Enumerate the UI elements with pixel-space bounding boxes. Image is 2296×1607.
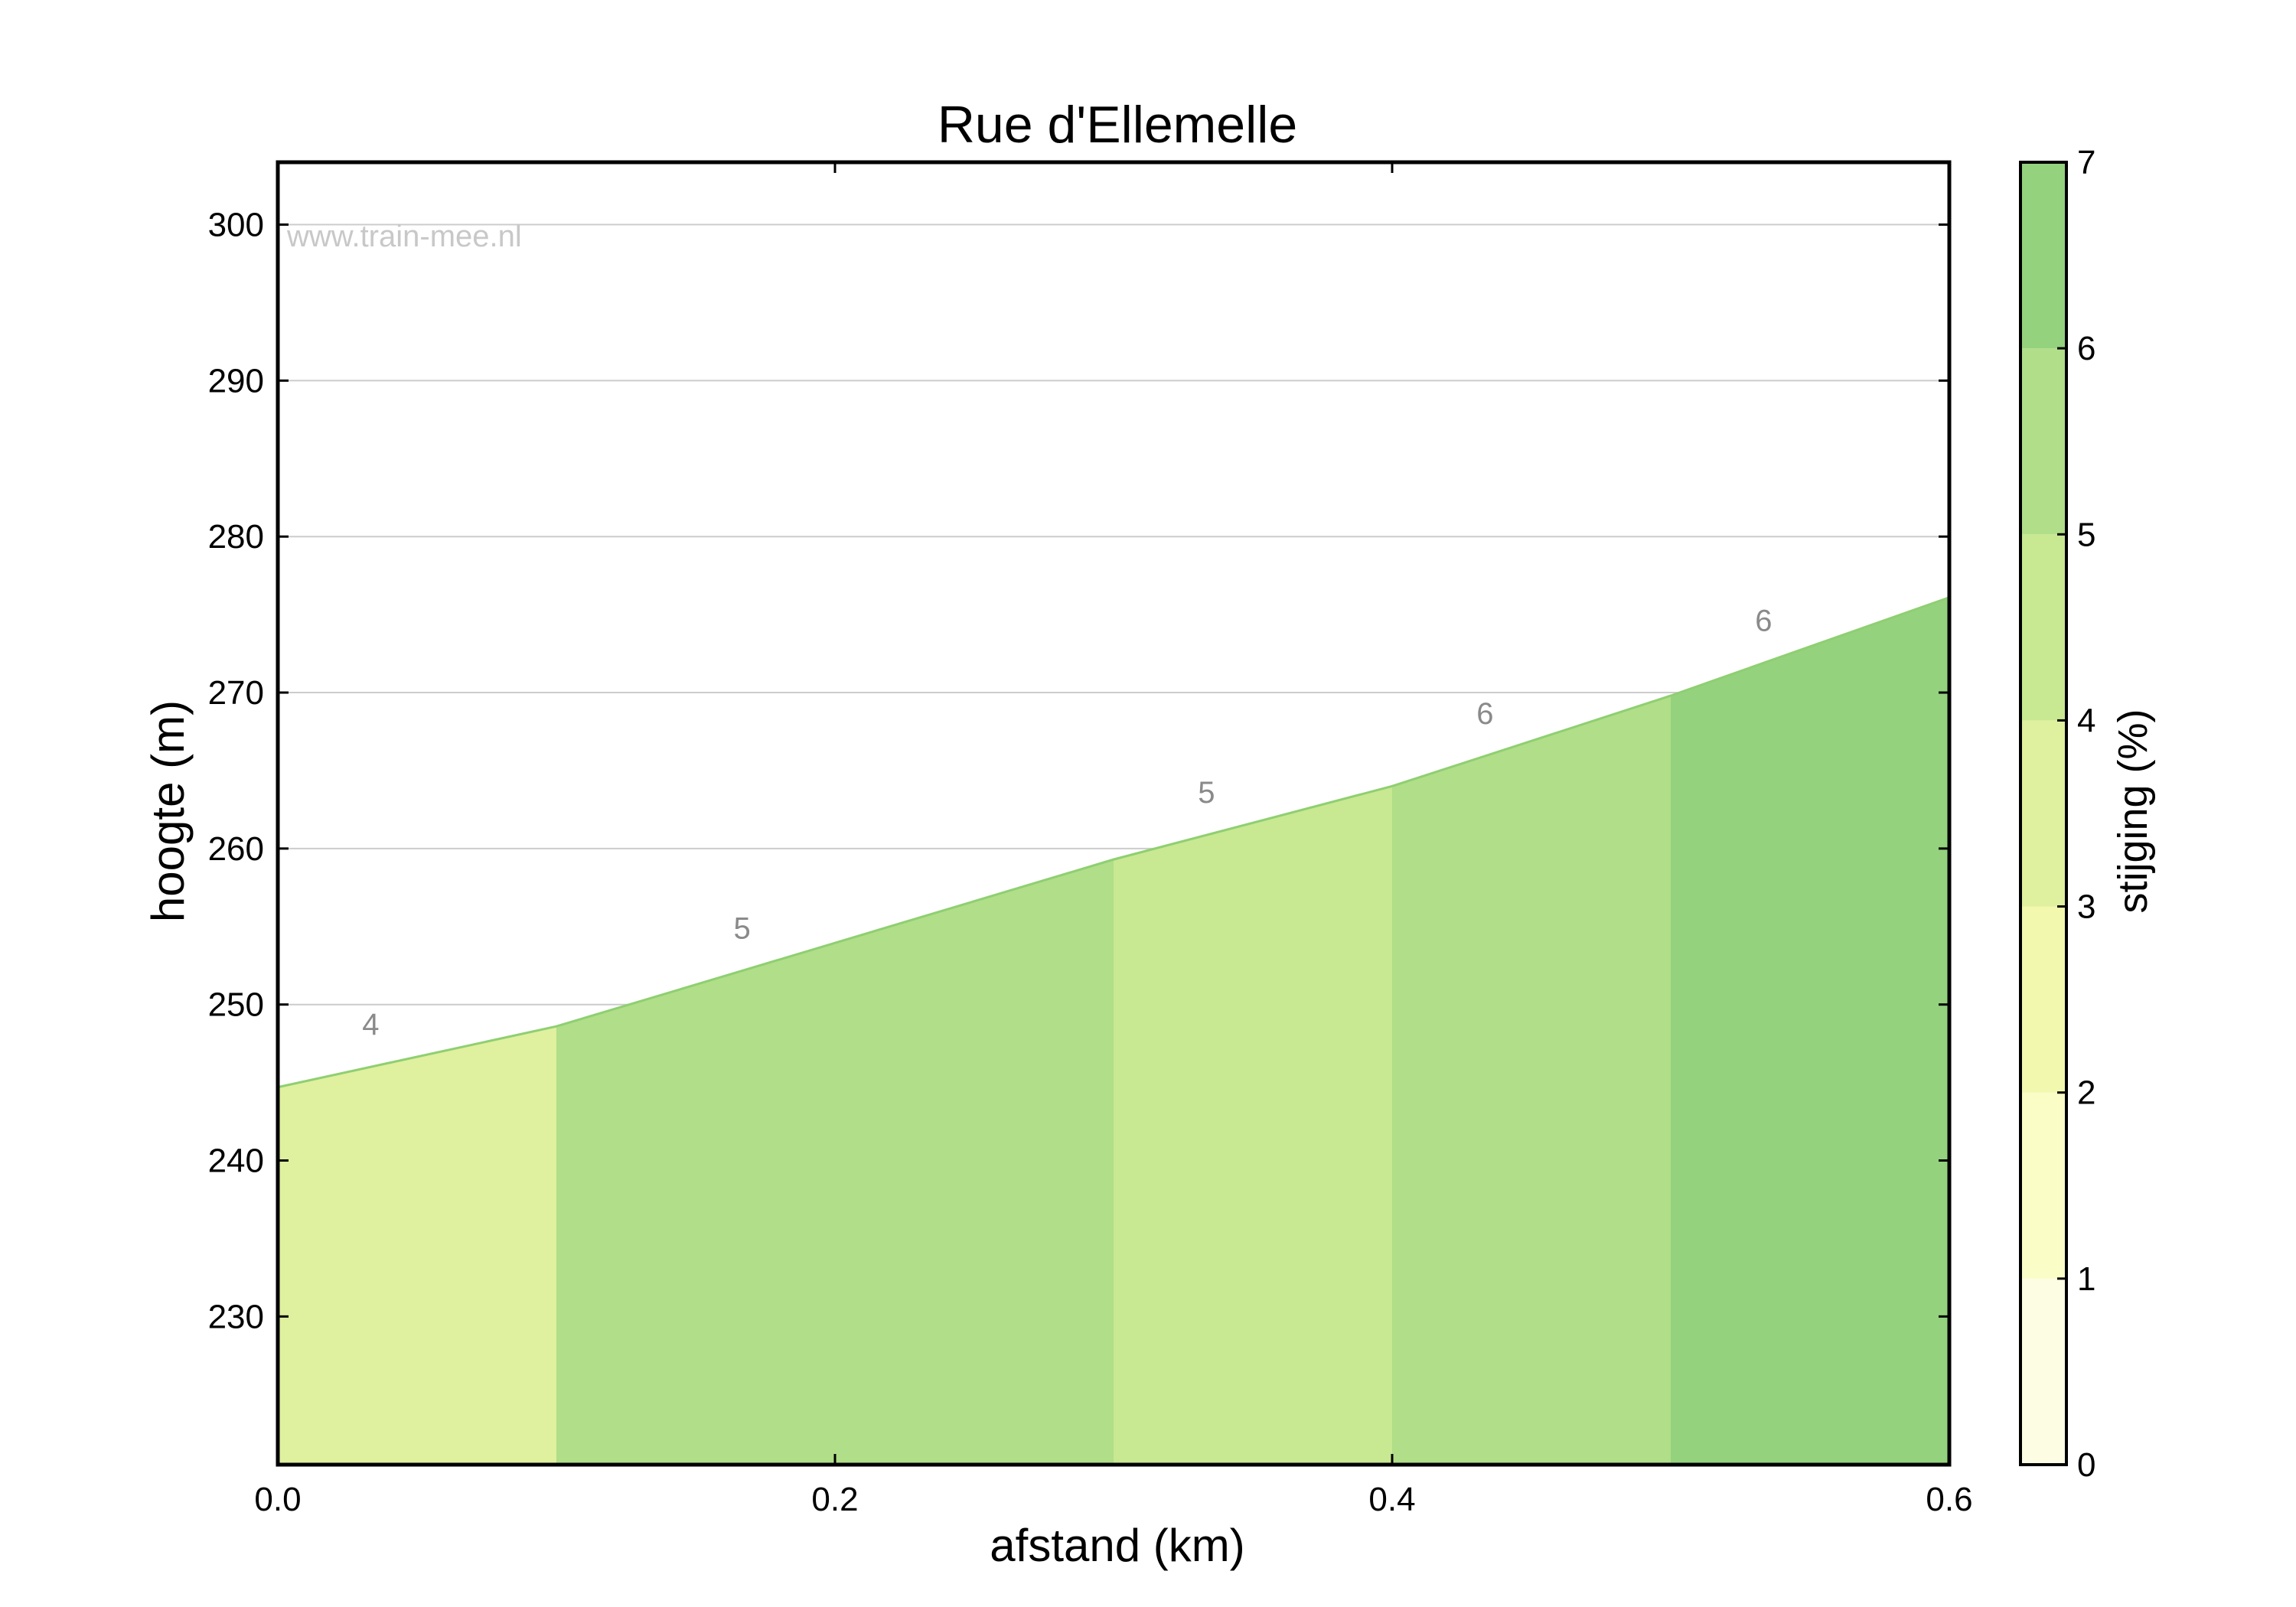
elevation-area (278, 597, 1949, 1465)
colorbar-label: stijging (%) (2110, 709, 2156, 913)
gradient-segment (1114, 786, 1392, 1465)
colorbar-tick-label: 6 (2077, 330, 2095, 367)
colorbar-tick-label: 3 (2077, 888, 2095, 926)
colorbar-tick-label: 5 (2077, 516, 2095, 553)
colorbar: 0 1 2 3 4 5 6 7 (2019, 144, 2095, 1484)
y-tick-label: 300 (208, 207, 264, 244)
y-tick-label: 260 (208, 830, 264, 868)
x-tick-label: 0.4 (1368, 1481, 1415, 1518)
colorbar-band (2020, 534, 2066, 721)
colorbar-band (2020, 906, 2066, 1093)
watermark-text: www.train-mee.nl (286, 220, 522, 253)
y-tick-label: 290 (208, 362, 264, 399)
x-tick-label: 0.6 (1926, 1481, 1972, 1518)
y-axis: 230 240 250 260 270 280 290 300 (208, 207, 1949, 1335)
gradient-label: 6 (1755, 604, 1772, 637)
colorbar-tick-label: 0 (2077, 1446, 2095, 1484)
gradient-labels: 4 5 5 6 6 (362, 604, 1772, 1041)
gradient-segment (1671, 597, 1949, 1465)
colorbar-band (2020, 348, 2066, 535)
y-tick-label: 230 (208, 1298, 264, 1335)
colorbar-tick-label: 2 (2077, 1074, 2095, 1112)
y-tick-label: 250 (208, 986, 264, 1024)
plot-frame (276, 160, 1952, 1467)
colorbar-frame (2019, 161, 2068, 1466)
colorbar-tick-label: 1 (2077, 1260, 2095, 1298)
x-axis-label: afstand (km) (990, 1520, 1244, 1571)
gradient-label: 5 (734, 912, 751, 946)
gradient-label: 4 (362, 1008, 379, 1041)
gradient-segment (278, 1026, 556, 1465)
gradient-label: 5 (1198, 776, 1215, 810)
y-axis-label: hoogte (m) (142, 700, 194, 922)
colorbar-band (2020, 1278, 2066, 1465)
colorbar-band (2020, 1092, 2066, 1279)
chart-title: Rue d'Ellemelle (938, 96, 1297, 154)
colorbar-band (2020, 720, 2066, 907)
x-tick-label: 0.0 (254, 1481, 301, 1518)
x-axis: 0.0 0.2 0.4 0.6 (254, 162, 1973, 1518)
gradient-label: 6 (1476, 697, 1493, 731)
gradient-segment (556, 859, 1114, 1465)
colorbar-tick-label: 4 (2077, 702, 2095, 739)
x-tick-label: 0.2 (811, 1481, 858, 1518)
y-tick-label: 270 (208, 674, 264, 712)
y-tick-label: 280 (208, 518, 264, 556)
colorbar-tick-label: 7 (2077, 144, 2095, 181)
y-tick-label: 240 (208, 1143, 264, 1180)
colorbar-band (2020, 162, 2066, 349)
elevation-line (277, 596, 1950, 1089)
gradient-segment (1392, 696, 1671, 1465)
